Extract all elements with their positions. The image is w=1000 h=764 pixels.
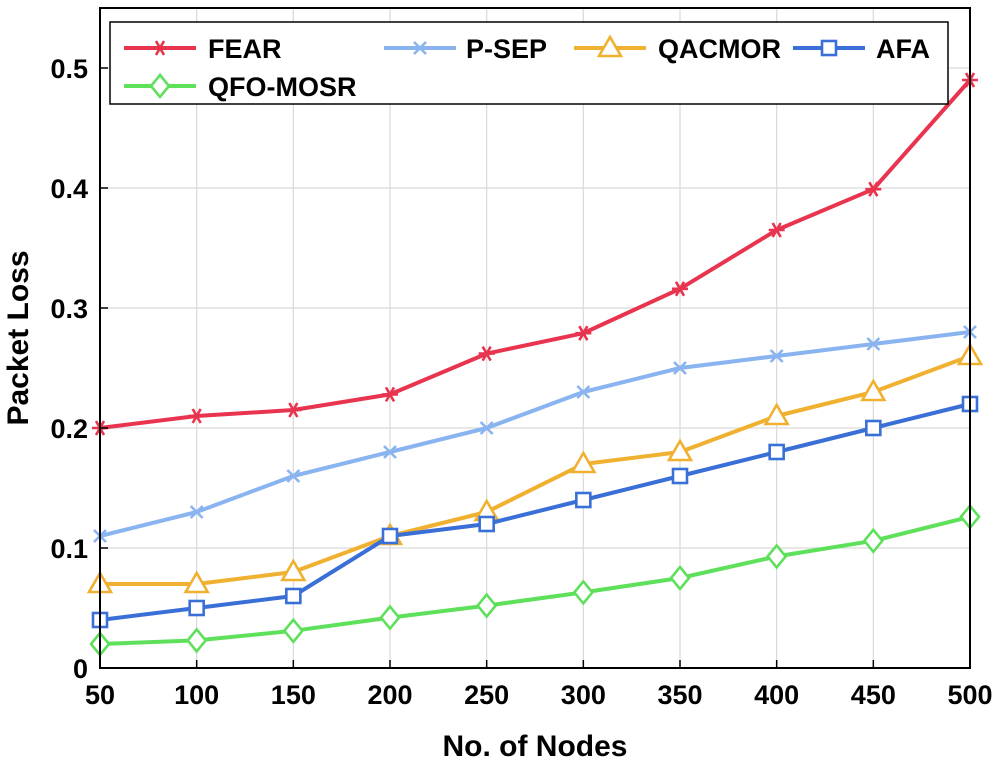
- legend-label: QACMOR: [658, 34, 781, 64]
- data-point: [865, 181, 882, 197]
- y-tick-label: 0.5: [50, 54, 88, 84]
- legend: FEAR P-SEP QACMOR AFA QFO-MOSR: [109, 21, 949, 105]
- data-point: [280, 558, 307, 582]
- grid: [100, 8, 970, 668]
- series-line: [99, 402, 971, 622]
- legend-label: AFA: [876, 34, 930, 64]
- x-tick-label: 350: [657, 680, 702, 710]
- data-point: [575, 325, 592, 341]
- data-point: [862, 527, 885, 554]
- x-tick-label: 400: [754, 680, 799, 710]
- data-point: [865, 419, 882, 437]
- x-axis-label: No. of Nodes: [443, 730, 628, 763]
- data-point: [478, 515, 495, 533]
- data-point: [570, 450, 597, 474]
- x-tick-label: 500: [947, 680, 992, 710]
- x-tick-label: 450: [851, 680, 896, 710]
- legend-label: QFO-MOSR: [208, 72, 357, 102]
- legend-item-p-sep: P-SEP: [384, 34, 547, 64]
- data-point: [763, 402, 790, 426]
- legend-item-qfo-mosr: QFO-MOSR: [124, 72, 357, 102]
- data-point: [765, 543, 788, 570]
- series-fear: [92, 72, 978, 436]
- data-point: [183, 570, 210, 594]
- data-point: [282, 617, 305, 644]
- y-axis-label: Packet Loss: [2, 250, 35, 425]
- data-point: [185, 627, 208, 654]
- x-tick-label: 250: [464, 680, 509, 710]
- data-point: [188, 599, 205, 617]
- data-point: [672, 281, 688, 297]
- legend-item-fear: FEAR: [124, 34, 282, 64]
- data-point: [575, 491, 592, 509]
- data-point: [860, 378, 887, 402]
- legend-marker: [152, 40, 168, 56]
- data-point: [478, 345, 495, 362]
- series-afa: [91, 395, 979, 629]
- data-point: [768, 222, 785, 238]
- data-point: [285, 587, 302, 605]
- data-point: [286, 469, 301, 483]
- data-point: [475, 592, 498, 619]
- data-point: [866, 337, 881, 351]
- data-point: [669, 564, 691, 592]
- data-point: [572, 579, 595, 606]
- series-line: [99, 78, 972, 430]
- legend-label: FEAR: [208, 34, 282, 64]
- legend-item-qacmor: QACMOR: [574, 34, 781, 64]
- x-tick-label: 100: [174, 680, 219, 710]
- plot-frame: [99, 7, 971, 669]
- x-tick-label: 200: [367, 680, 412, 710]
- series-p-sep: [93, 325, 977, 543]
- series-qfo-mosr: [89, 503, 981, 658]
- data-point: [576, 385, 591, 399]
- data-point: [666, 438, 694, 462]
- x-tick-label: 150: [271, 680, 316, 710]
- data-point: [769, 349, 784, 363]
- data-point: [189, 505, 204, 519]
- data-point: [673, 361, 687, 375]
- series-line: [100, 354, 971, 586]
- series-group: [86, 72, 984, 658]
- legend-label: P-SEP: [466, 34, 547, 64]
- data-point: [379, 604, 401, 631]
- legend-marker: [413, 41, 427, 55]
- series-line: [99, 330, 971, 538]
- tick-labels: 50 100 150 200 250 300 350 400 450 500 0 0.1 0.2 0.3 0…: [50, 54, 992, 710]
- y-tick-label: 0.1: [50, 534, 88, 564]
- data-point: [479, 421, 494, 435]
- data-point: [381, 527, 399, 545]
- legend-marker: [149, 72, 171, 100]
- y-tick-label: 0.2: [50, 414, 88, 444]
- data-point: [285, 402, 302, 418]
- series-qacmor: [86, 342, 984, 594]
- y-tick-label: 0.4: [50, 174, 88, 204]
- data-point: [188, 408, 205, 424]
- x-tick-label: 50: [85, 680, 115, 710]
- legend-marker: [596, 34, 624, 58]
- data-point: [768, 443, 785, 461]
- y-tick-label: 0: [73, 654, 88, 684]
- legend-marker: [820, 39, 838, 57]
- data-point: [382, 386, 398, 403]
- y-tick-label: 0.3: [50, 294, 88, 324]
- legend-box: [109, 21, 949, 105]
- x-tick-label: 300: [561, 680, 606, 710]
- data-point: [383, 445, 397, 459]
- series-line: [99, 514, 971, 646]
- legend-item-afa: AFA: [793, 34, 930, 64]
- data-point: [671, 467, 689, 485]
